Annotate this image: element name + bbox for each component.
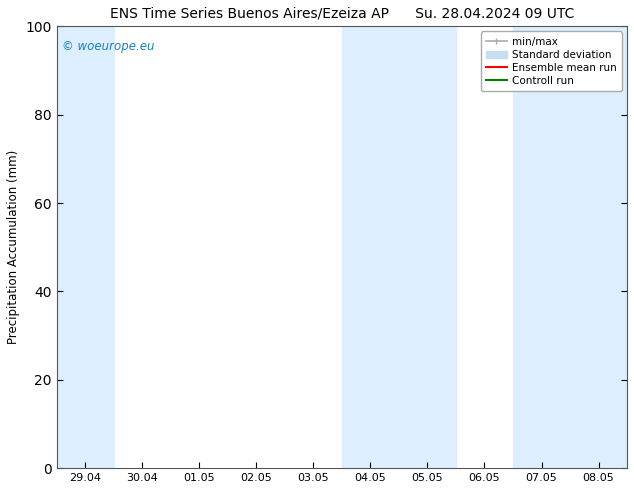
Bar xyxy=(342,26,456,468)
Bar xyxy=(56,26,113,468)
Title: ENS Time Series Buenos Aires/Ezeiza AP      Su. 28.04.2024 09 UTC: ENS Time Series Buenos Aires/Ezeiza AP S… xyxy=(110,7,574,21)
Bar xyxy=(513,26,627,468)
Y-axis label: Precipitation Accumulation (mm): Precipitation Accumulation (mm) xyxy=(7,150,20,344)
Legend: min/max, Standard deviation, Ensemble mean run, Controll run: min/max, Standard deviation, Ensemble me… xyxy=(481,31,622,91)
Text: © woeurope.eu: © woeurope.eu xyxy=(62,40,155,52)
